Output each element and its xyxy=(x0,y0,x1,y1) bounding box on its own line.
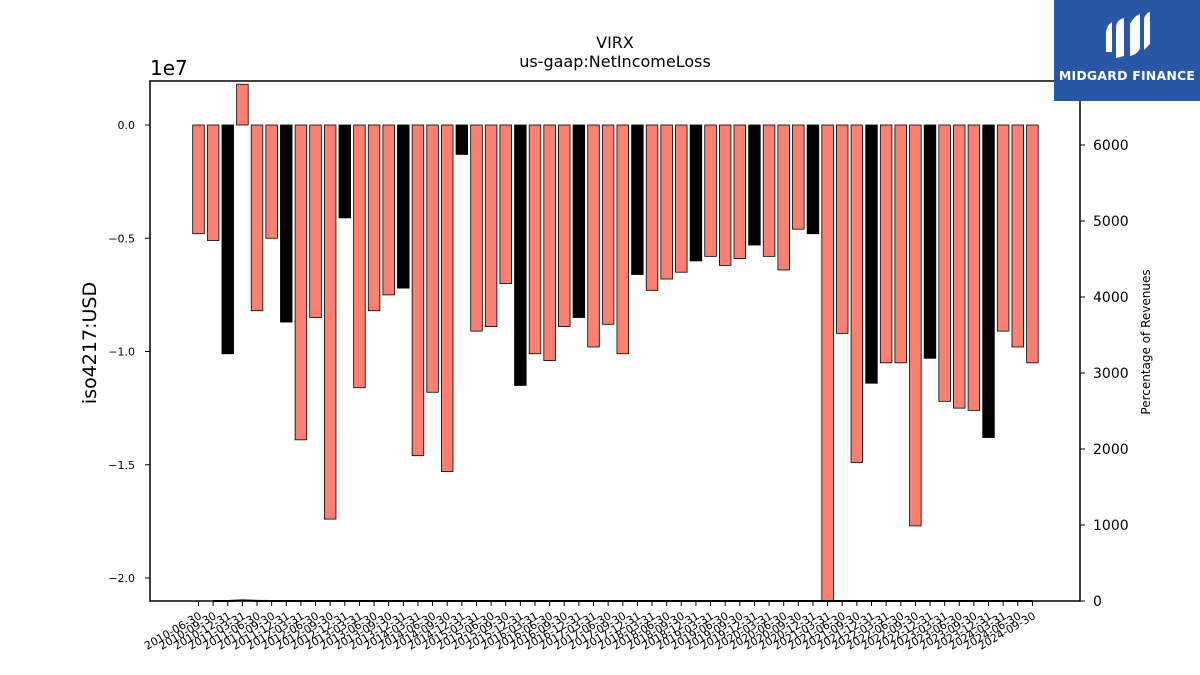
bar xyxy=(280,124,293,323)
bar xyxy=(221,124,234,355)
bar xyxy=(733,124,747,260)
chart-subtitle: us-gaap:NetIncomeLoss xyxy=(519,52,711,71)
y-tick-label: −1.5 xyxy=(108,459,135,472)
bar xyxy=(879,124,893,364)
bar xyxy=(748,124,761,246)
midgard-logo-icon xyxy=(1106,12,1150,58)
bar xyxy=(353,124,366,389)
bar xyxy=(382,124,395,296)
y-tick-label: 0.0 xyxy=(118,119,136,132)
bar xyxy=(499,124,512,284)
bar xyxy=(953,124,966,409)
bar xyxy=(762,124,776,257)
y-scale-label: 1e7 xyxy=(150,56,188,80)
bar xyxy=(470,124,483,332)
bar xyxy=(426,124,439,393)
bar xyxy=(909,124,922,527)
bar xyxy=(967,124,981,411)
bar xyxy=(865,124,878,384)
y2-tick-label: 1000 xyxy=(1093,518,1129,534)
bar xyxy=(601,124,615,325)
bar xyxy=(514,124,527,386)
y2-tick-label: 2000 xyxy=(1093,442,1129,458)
bar xyxy=(821,124,834,602)
bar xyxy=(265,124,278,239)
y2-axis-label: Percentage of Revenues xyxy=(1139,269,1153,414)
bar xyxy=(923,124,937,359)
bar xyxy=(660,124,673,280)
bar xyxy=(777,124,790,271)
y2-tick-label: 6000 xyxy=(1093,138,1129,154)
bar xyxy=(616,124,629,355)
bar xyxy=(397,124,410,289)
y-tick-label: −2.0 xyxy=(108,572,135,585)
bar xyxy=(206,124,220,241)
y2-tick-label: 4000 xyxy=(1093,290,1129,306)
bar xyxy=(294,124,308,441)
bar xyxy=(645,124,659,291)
bar xyxy=(441,124,454,472)
y-axis-label: iso4217:USD xyxy=(79,282,101,404)
bar xyxy=(894,124,907,364)
bar xyxy=(675,124,688,273)
bar xyxy=(323,124,337,520)
bar xyxy=(455,124,469,155)
bar xyxy=(543,124,556,361)
bar xyxy=(587,124,600,348)
bar xyxy=(250,124,264,312)
bar xyxy=(938,124,951,402)
bar xyxy=(689,124,703,262)
bar xyxy=(367,124,381,312)
bar xyxy=(558,124,571,327)
brand-logo: MIDGARD FINANCE xyxy=(1054,0,1200,101)
bar xyxy=(704,124,717,257)
bar xyxy=(411,124,425,457)
bar xyxy=(309,124,322,318)
bar xyxy=(836,124,849,334)
logo-text: MIDGARD FINANCE xyxy=(1058,68,1196,83)
y2-tick-label: 5000 xyxy=(1093,214,1129,230)
bar xyxy=(484,124,498,327)
bar xyxy=(996,124,1010,332)
plot-frame xyxy=(149,80,1081,602)
bar xyxy=(982,124,995,438)
bar xyxy=(631,124,644,275)
bar xyxy=(192,124,205,235)
y-tick-label: −1.0 xyxy=(108,346,135,359)
bar xyxy=(850,124,864,463)
bar xyxy=(792,124,805,230)
bar xyxy=(718,124,732,266)
bar xyxy=(1026,124,1039,364)
bar xyxy=(806,124,820,235)
bar xyxy=(338,124,352,219)
y-tick-label: −0.5 xyxy=(108,232,135,245)
chart-title: VIRX xyxy=(596,33,634,52)
bar xyxy=(572,124,586,318)
y2-tick-label: 3000 xyxy=(1093,366,1129,382)
y2-tick-label: 0 xyxy=(1093,594,1102,610)
bar xyxy=(236,83,249,126)
bar xyxy=(1011,124,1024,348)
bar xyxy=(528,124,542,355)
